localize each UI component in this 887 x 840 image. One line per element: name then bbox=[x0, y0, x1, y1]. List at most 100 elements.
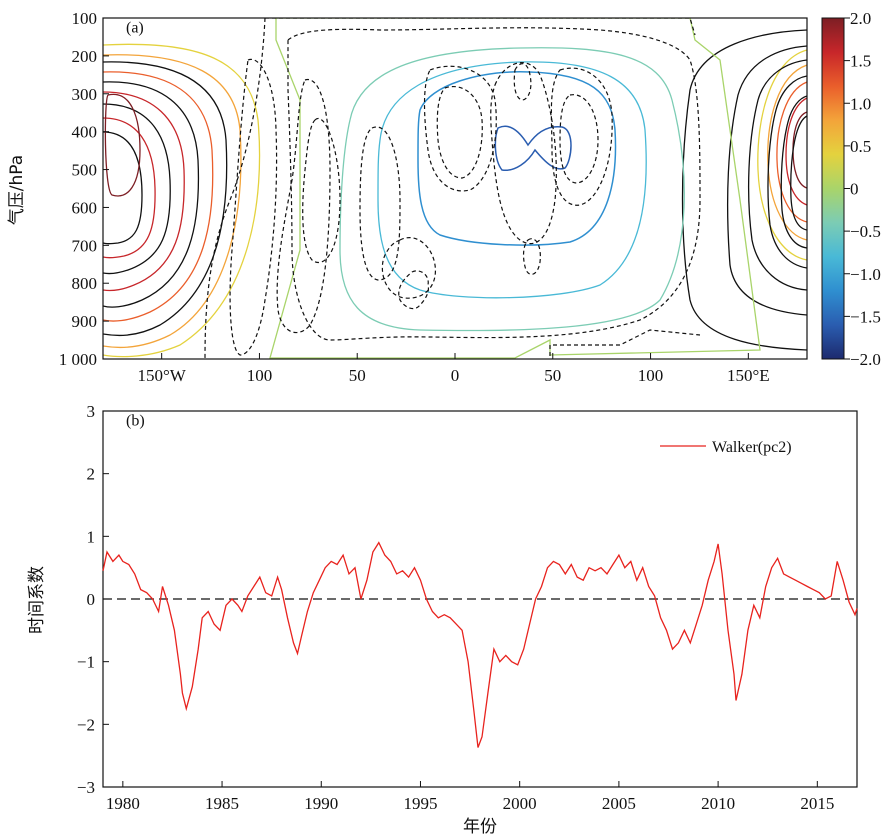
y-tick-label: 300 bbox=[72, 85, 98, 104]
contour-line bbox=[339, 47, 685, 332]
y-tick-label: −1 bbox=[77, 653, 95, 672]
legend: Walker(pc2) bbox=[660, 439, 792, 456]
y-tick-label: −3 bbox=[77, 778, 95, 797]
contour-line bbox=[490, 62, 557, 245]
legend-label: Walker(pc2) bbox=[712, 439, 792, 456]
contour-line bbox=[549, 329, 701, 356]
x-tick-label: 150°W bbox=[137, 366, 186, 385]
contour-line bbox=[103, 91, 185, 292]
contour-line bbox=[302, 117, 341, 263]
colorbar: 2.0 1.5 1.0 0.5 0 −0.5 −1.0 −1.5 −2.0 bbox=[821, 9, 881, 369]
contour-line bbox=[265, 18, 696, 36]
colorbar-tick-label: 0.5 bbox=[850, 137, 871, 156]
contour-line bbox=[767, 75, 807, 269]
panel-b: (b) 3 2 1 0 −1 −2 −3 1980 1985 1990 1995 2000 2005 2… bbox=[27, 402, 858, 837]
x-tick-label: 2015 bbox=[800, 794, 834, 813]
contour-line bbox=[287, 27, 701, 341]
panel-b-label: (b) bbox=[126, 412, 145, 429]
panel-a-label: (a) bbox=[126, 19, 144, 36]
x-tick-label: 100 bbox=[638, 366, 664, 385]
panel-b-y-axis: 3 2 1 0 −1 −2 −3 bbox=[77, 402, 109, 797]
panel-b-y-axis-title: 时间系数 bbox=[27, 566, 47, 634]
y-tick-label: 100 bbox=[72, 9, 98, 28]
contour-line bbox=[494, 125, 572, 171]
contour-line bbox=[436, 86, 483, 179]
contour-line bbox=[423, 65, 497, 192]
contour-line bbox=[103, 71, 214, 322]
contour-line bbox=[229, 58, 278, 356]
contour-line bbox=[103, 103, 171, 275]
y-tick-label: 800 bbox=[72, 274, 98, 293]
contour-line bbox=[276, 79, 331, 334]
series-walker-pc2-line bbox=[102, 541, 858, 748]
y-tick-label: 700 bbox=[72, 236, 98, 255]
colorbar-gradient bbox=[821, 17, 845, 360]
y-tick-label: 1 bbox=[87, 527, 96, 546]
y-tick-label: 200 bbox=[72, 47, 98, 66]
panel-a-contours bbox=[103, 18, 807, 359]
y-tick-label: −2 bbox=[77, 715, 95, 734]
panel-a-y-axis-title: 气压/hPa bbox=[7, 155, 27, 225]
x-tick-label: 2010 bbox=[701, 794, 735, 813]
contour-line bbox=[522, 238, 541, 275]
colorbar-tick-label: −1.0 bbox=[850, 265, 881, 284]
colorbar-tick-label: 2.0 bbox=[850, 9, 871, 28]
x-tick-label: 1985 bbox=[205, 794, 239, 813]
contour-line bbox=[103, 54, 242, 349]
x-tick-label: 150°E bbox=[727, 366, 770, 385]
y-tick-label: 2 bbox=[87, 465, 96, 484]
y-tick-label: 500 bbox=[72, 161, 98, 180]
right-positive-cell bbox=[681, 29, 807, 351]
panel-a-x-axis: 150°W 100 50 0 50 100 150°E bbox=[137, 353, 770, 385]
colorbar-ticks: 2.0 1.5 1.0 0.5 0 −0.5 −1.0 −1.5 −2.0 bbox=[844, 9, 881, 369]
contour-line bbox=[104, 93, 141, 197]
contour-line bbox=[790, 115, 807, 231]
contour-line bbox=[417, 71, 617, 246]
contour-line bbox=[513, 63, 532, 101]
colorbar-tick-label: −2.0 bbox=[850, 350, 881, 369]
contour-line bbox=[103, 61, 228, 337]
contour-line bbox=[103, 81, 200, 308]
x-tick-label: 2005 bbox=[602, 794, 636, 813]
y-tick-label: 3 bbox=[87, 402, 96, 421]
panel-a-frame bbox=[102, 17, 808, 360]
y-tick-label: 900 bbox=[72, 312, 98, 331]
contour-line bbox=[681, 29, 807, 351]
contour-line bbox=[727, 45, 807, 316]
contour-line bbox=[767, 64, 807, 241]
y-tick-label: 600 bbox=[72, 198, 98, 217]
contour-line bbox=[550, 67, 613, 206]
y-tick-label: 0 bbox=[87, 590, 96, 609]
central-negative-cell bbox=[204, 18, 761, 359]
x-tick-label: 2000 bbox=[503, 794, 537, 813]
contour-line bbox=[748, 59, 807, 291]
panel-b-x-axis: 1980 1985 1990 1995 2000 2005 2010 2015 bbox=[106, 781, 834, 813]
contour-line bbox=[780, 95, 807, 249]
colorbar-tick-label: 1.0 bbox=[850, 94, 871, 113]
contour-line bbox=[377, 61, 647, 299]
x-tick-label: 0 bbox=[451, 366, 460, 385]
contour-line bbox=[103, 117, 156, 259]
colorbar-tick-label: 0 bbox=[850, 180, 859, 199]
contour-line bbox=[103, 43, 261, 358]
contour-line bbox=[381, 237, 436, 299]
colorbar-tick-label: −1.5 bbox=[850, 307, 881, 326]
contour-line bbox=[559, 94, 599, 184]
y-tick-label: 400 bbox=[72, 123, 98, 142]
y-tick-label: 1 000 bbox=[59, 350, 97, 369]
colorbar-tick-label: 1.5 bbox=[850, 52, 871, 71]
panel-b-x-axis-title: 年份 bbox=[463, 817, 497, 837]
contour-line bbox=[359, 126, 401, 281]
x-tick-label: 50 bbox=[544, 366, 561, 385]
contour-line bbox=[103, 131, 143, 245]
contour-line bbox=[398, 270, 430, 310]
panel-a-y-axis: 100 200 300 400 500 600 700 800 900 1 000 bbox=[59, 9, 109, 369]
left-positive-cell bbox=[103, 43, 261, 358]
contour-line bbox=[785, 97, 807, 206]
x-tick-label: 1995 bbox=[403, 794, 437, 813]
x-tick-label: 1980 bbox=[106, 794, 140, 813]
x-tick-label: 50 bbox=[349, 366, 366, 385]
x-tick-label: 100 bbox=[247, 366, 273, 385]
contour-line bbox=[204, 18, 266, 359]
